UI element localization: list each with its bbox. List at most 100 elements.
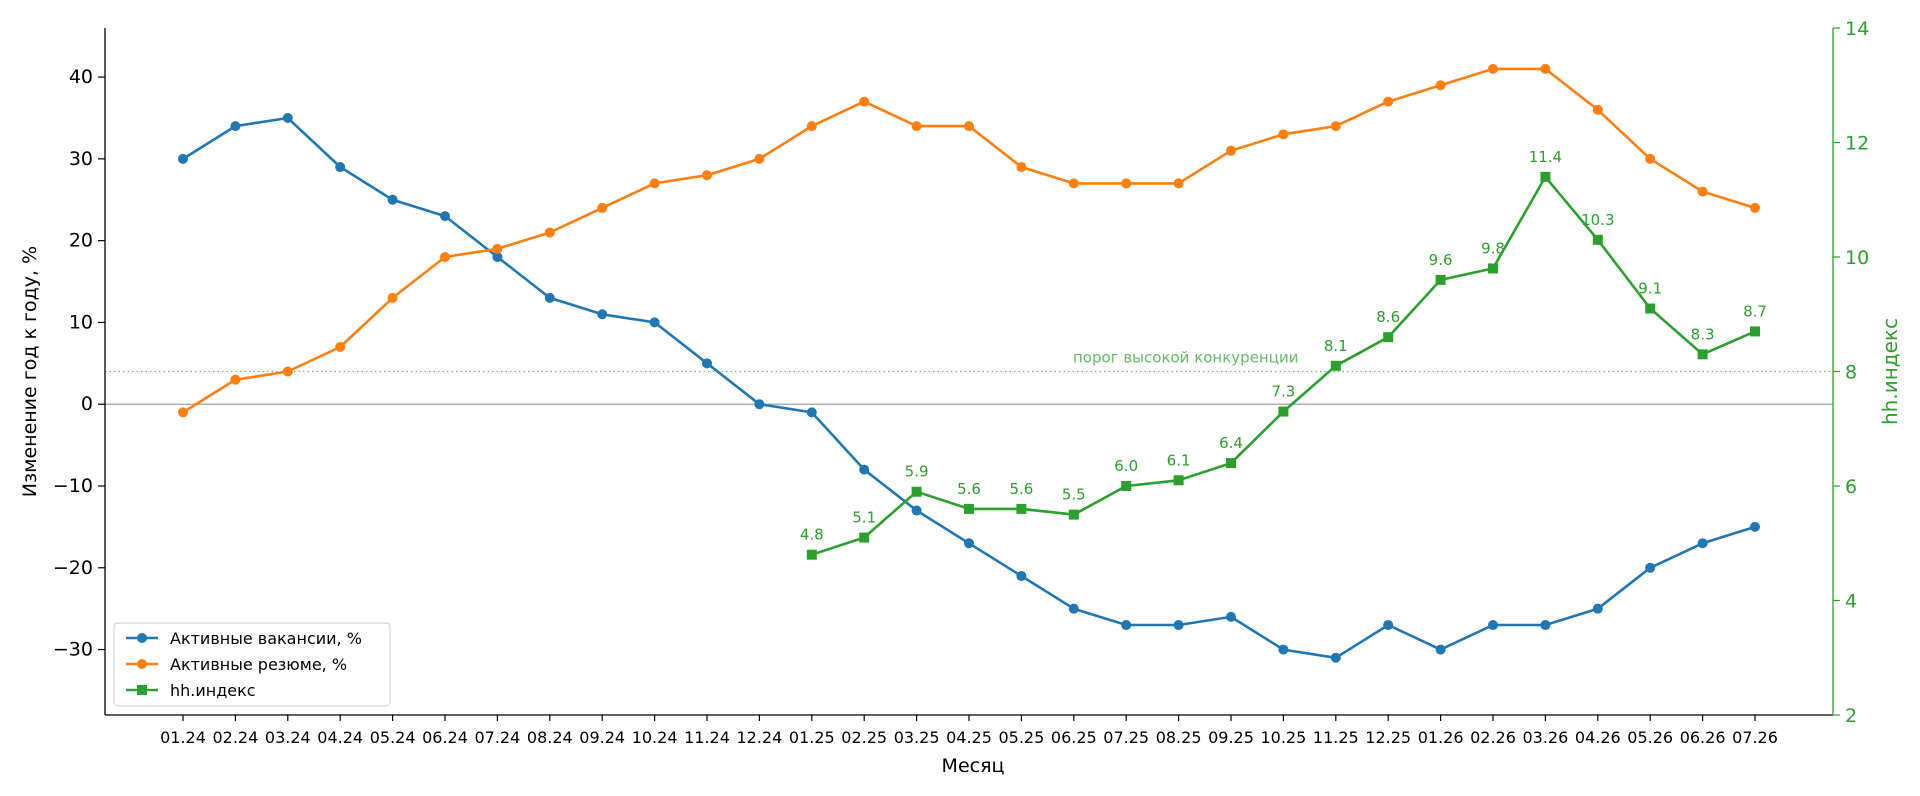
- series-0-point: [859, 464, 870, 475]
- series-0-point: [492, 252, 503, 262]
- x-axis-label: Месяц: [942, 755, 1005, 777]
- series-1-point: [282, 366, 293, 377]
- y-tick-label: −10: [53, 475, 93, 497]
- legend-swatch-marker: [137, 633, 147, 643]
- data-label: 8.7: [1743, 302, 1767, 320]
- series-2-point: [1592, 234, 1603, 245]
- x-tick-label: 12.24: [736, 728, 782, 747]
- x-tick-label: 03.24: [265, 728, 311, 747]
- data-label: 9.1: [1638, 280, 1662, 298]
- series-1-point: [1330, 121, 1341, 132]
- series-2-point: [1278, 406, 1289, 417]
- series-2-point: [964, 503, 974, 514]
- x-tick-label: 06.26: [1680, 728, 1726, 747]
- series-0-point: [1540, 620, 1551, 631]
- data-label: 5.1: [852, 509, 876, 527]
- legend-entry: Активные вакансии, %: [170, 629, 362, 648]
- series-0-point: [1750, 521, 1760, 532]
- series-2-point: [1121, 481, 1132, 491]
- series-1-point: [440, 252, 450, 262]
- series-0-point: [1592, 603, 1603, 614]
- x-tick-label: 12.25: [1365, 728, 1411, 747]
- data-label: 9.6: [1429, 251, 1453, 269]
- legend-entry: hh.индекс: [170, 681, 256, 700]
- x-tick-label: 07.25: [1103, 728, 1149, 747]
- series-0-point: [806, 407, 817, 418]
- series-1-point: [1750, 202, 1760, 213]
- series-1-point: [387, 292, 398, 303]
- series-2-point: [1540, 171, 1551, 182]
- series-0-point: [1016, 570, 1027, 581]
- x-tick-label: 05.24: [370, 728, 416, 747]
- x-tick-label: 07.26: [1732, 728, 1778, 747]
- y-tick-label: −30: [53, 639, 93, 661]
- series-2-point: [806, 549, 817, 560]
- series-1-point: [1278, 129, 1289, 140]
- x-tick-label: 02.25: [841, 728, 887, 747]
- series-2-point: [1435, 274, 1446, 285]
- x-tick-label: 08.25: [1156, 728, 1202, 747]
- y-tick-label: −20: [53, 557, 93, 579]
- data-label: 6.4: [1219, 434, 1243, 452]
- data-label: 8.6: [1376, 308, 1400, 326]
- series-2-point: [859, 532, 870, 543]
- data-label: 6.0: [1114, 457, 1138, 475]
- series-1-point: [178, 407, 188, 418]
- x-tick-label: 06.24: [422, 728, 468, 747]
- series-0-point: [230, 121, 241, 132]
- data-label: 5.5: [1062, 486, 1086, 504]
- series-1-point: [964, 121, 974, 132]
- data-label: 6.1: [1167, 451, 1191, 469]
- series-2-point: [1330, 360, 1341, 371]
- series-0-point: [178, 153, 188, 164]
- series-2-point: [911, 486, 922, 497]
- y-tick-label: 20: [69, 230, 93, 252]
- series-2-point: [1016, 503, 1027, 514]
- x-tick-label: 05.26: [1627, 728, 1673, 747]
- series-0-point: [1435, 644, 1446, 655]
- y-tick-label: 10: [69, 311, 93, 333]
- series-1-point: [702, 170, 712, 181]
- y-tick-label: 40: [69, 66, 93, 88]
- series-1-point: [1645, 153, 1656, 164]
- series-0-point: [1383, 620, 1394, 631]
- data-label: 5.9: [905, 463, 929, 481]
- series-1-point: [1173, 178, 1184, 189]
- threshold-label: порог высокой конкуренции: [1073, 349, 1298, 367]
- x-tick-label: 10.24: [632, 728, 678, 747]
- series-0-point: [964, 538, 974, 549]
- data-label: 8.3: [1691, 325, 1715, 343]
- series-1-point: [492, 243, 503, 254]
- data-label: 11.4: [1529, 148, 1562, 166]
- data-label: 5.6: [957, 480, 981, 498]
- series-0-point: [335, 162, 346, 173]
- series-line-0: [182, 116, 1756, 660]
- data-label: 8.1: [1324, 337, 1348, 355]
- series-1-point: [1383, 96, 1394, 107]
- series-0-point: [282, 112, 293, 123]
- series-0-point: [544, 292, 555, 303]
- y-axis-label: Изменение год к году, %: [19, 246, 41, 497]
- x-tick-label: 04.26: [1575, 728, 1621, 747]
- y2-tick-label: 10: [1845, 247, 1869, 269]
- x-tick-label: 08.24: [527, 728, 573, 747]
- y-tick-label: 0: [81, 393, 93, 415]
- series-0-point: [1645, 562, 1656, 573]
- legend-swatch-marker: [137, 685, 147, 695]
- series-0-point: [597, 309, 608, 320]
- data-label: 10.3: [1581, 211, 1614, 229]
- series-2-point: [1383, 332, 1394, 343]
- series-1-point: [1697, 186, 1708, 197]
- series-1-point: [1435, 80, 1446, 91]
- x-tick-label: 03.26: [1522, 728, 1568, 747]
- series-0-point: [1330, 652, 1341, 663]
- series-2-point: [1750, 326, 1760, 337]
- series-0-point: [911, 505, 922, 516]
- x-tick-label: 06.25: [1051, 728, 1097, 747]
- x-tick-label: 03.25: [894, 728, 940, 747]
- series-1-point: [911, 121, 922, 132]
- y2-tick-label: 14: [1845, 18, 1869, 40]
- series-0-point: [1226, 611, 1236, 622]
- x-tick-label: 05.25: [998, 728, 1044, 747]
- series-2-point: [1173, 475, 1184, 486]
